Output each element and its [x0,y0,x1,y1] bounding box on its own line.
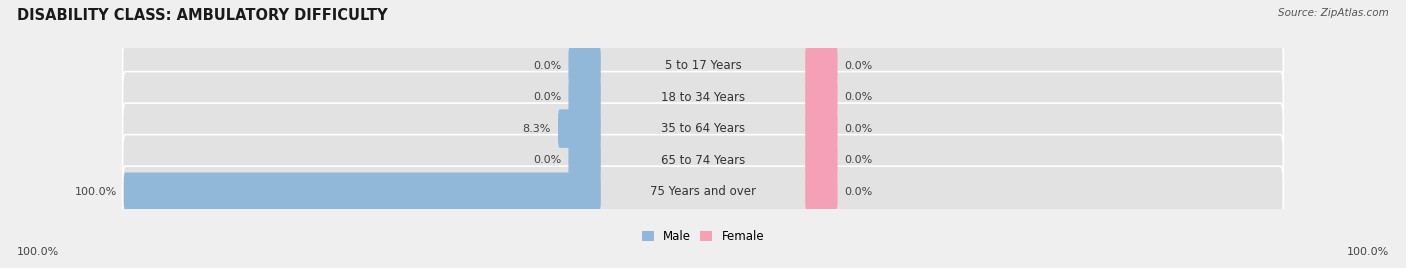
FancyBboxPatch shape [124,173,600,211]
Text: 100.0%: 100.0% [75,187,117,197]
FancyBboxPatch shape [122,72,1284,123]
Text: 0.0%: 0.0% [533,92,561,102]
Text: 100.0%: 100.0% [17,247,59,257]
Text: 35 to 64 Years: 35 to 64 Years [661,122,745,135]
Text: 0.0%: 0.0% [533,155,561,165]
Text: 0.0%: 0.0% [845,61,873,70]
Text: 0.0%: 0.0% [845,92,873,102]
FancyBboxPatch shape [806,46,838,85]
Text: 75 Years and over: 75 Years and over [650,185,756,198]
FancyBboxPatch shape [122,103,1284,154]
FancyBboxPatch shape [122,135,1284,186]
FancyBboxPatch shape [122,166,1284,217]
Text: 65 to 74 Years: 65 to 74 Years [661,154,745,167]
FancyBboxPatch shape [806,141,838,179]
FancyBboxPatch shape [806,109,838,148]
Text: DISABILITY CLASS: AMBULATORY DIFFICULTY: DISABILITY CLASS: AMBULATORY DIFFICULTY [17,8,388,23]
FancyBboxPatch shape [806,173,838,211]
Text: Source: ZipAtlas.com: Source: ZipAtlas.com [1278,8,1389,18]
FancyBboxPatch shape [568,46,600,85]
FancyBboxPatch shape [806,78,838,116]
Text: 5 to 17 Years: 5 to 17 Years [665,59,741,72]
Legend: Male, Female: Male, Female [637,226,769,248]
Text: 0.0%: 0.0% [845,187,873,197]
Text: 0.0%: 0.0% [533,61,561,70]
Text: 0.0%: 0.0% [845,155,873,165]
FancyBboxPatch shape [568,141,600,179]
Text: 0.0%: 0.0% [845,124,873,134]
FancyBboxPatch shape [558,109,600,148]
Text: 8.3%: 8.3% [523,124,551,134]
FancyBboxPatch shape [568,78,600,116]
Text: 100.0%: 100.0% [1347,247,1389,257]
Text: 18 to 34 Years: 18 to 34 Years [661,91,745,104]
FancyBboxPatch shape [122,40,1284,91]
